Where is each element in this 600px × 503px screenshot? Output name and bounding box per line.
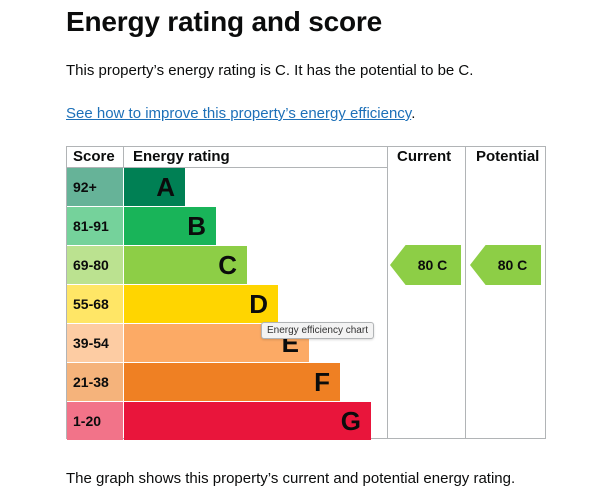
page-title: Energy rating and score bbox=[66, 6, 382, 37]
band-bar-d: D bbox=[124, 285, 278, 323]
header-current: Current bbox=[397, 148, 452, 165]
header-divider bbox=[67, 167, 387, 168]
improve-link-line: See how to improve this property’s energ… bbox=[66, 105, 415, 122]
header-score: Score bbox=[73, 148, 115, 165]
band-score-g: 1-20 bbox=[67, 402, 123, 440]
band-bar-a: A bbox=[124, 168, 185, 206]
header-energy-rating: Energy rating bbox=[133, 148, 230, 165]
band-score-f: 21-38 bbox=[67, 363, 123, 401]
band-row-c: 69-80 C bbox=[67, 246, 387, 284]
band-score-a: 92+ bbox=[67, 168, 123, 206]
band-row-g: 1-20 G bbox=[67, 402, 387, 440]
band-score-d: 55-68 bbox=[67, 285, 123, 323]
band-row-b: 81-91 B bbox=[67, 207, 387, 245]
band-bar-b: B bbox=[124, 207, 216, 245]
potential-rating-arrow: 80 C bbox=[470, 245, 541, 285]
header-potential: Potential bbox=[476, 148, 540, 165]
band-bar-f: F bbox=[124, 363, 340, 401]
energy-rating-chart: Score Energy rating Current Potential 92… bbox=[66, 146, 546, 440]
band-score-b: 81-91 bbox=[67, 207, 123, 245]
band-score-c: 69-80 bbox=[67, 246, 123, 284]
potential-column-divider bbox=[465, 147, 466, 438]
band-score-e: 39-54 bbox=[67, 324, 123, 362]
link-suffix: . bbox=[411, 105, 416, 122]
chart-tooltip: Energy efficiency chart bbox=[261, 322, 374, 339]
band-bar-c: C bbox=[124, 246, 247, 284]
improve-efficiency-link[interactable]: See how to improve this property’s energ… bbox=[66, 105, 412, 122]
band-row-f: 21-38 F bbox=[67, 363, 387, 401]
current-rating-arrow: 80 C bbox=[390, 245, 461, 285]
band-bar-g: G bbox=[124, 402, 371, 440]
chart-description: The graph shows this property’s current … bbox=[66, 470, 516, 487]
rating-summary: This property’s energy rating is C. It h… bbox=[66, 62, 474, 79]
band-row-d: 55-68 D bbox=[67, 285, 387, 323]
band-row-a: 92+ A bbox=[67, 168, 387, 206]
current-column-divider bbox=[387, 147, 388, 438]
score-column-divider bbox=[123, 147, 124, 167]
